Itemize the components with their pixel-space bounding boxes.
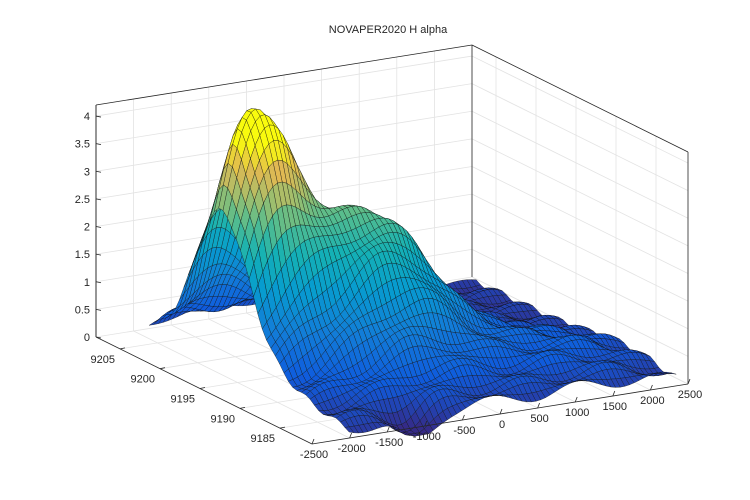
z-tick-label: 0.5 xyxy=(75,304,90,316)
grid-z-line xyxy=(471,110,689,219)
z-tick-mark xyxy=(95,170,102,173)
grid-z-line xyxy=(471,221,689,330)
y-tick-mark xyxy=(311,438,315,445)
grid-z-line xyxy=(471,138,689,247)
x-tick-mark xyxy=(159,367,166,370)
chart-title: NOVAPER2020 H alpha xyxy=(329,24,448,36)
y-tick-label: -500 xyxy=(453,425,475,437)
y-tick-label: -1000 xyxy=(413,431,441,443)
y-tick-label: 1000 xyxy=(565,407,589,419)
z-tick-label: 4 xyxy=(84,111,90,123)
y-tick-label: -2000 xyxy=(338,443,366,455)
x-tick-label: 9200 xyxy=(131,374,155,386)
x-tick-mark xyxy=(279,426,286,429)
z-tick-mark xyxy=(95,253,102,256)
x-axis-line xyxy=(95,336,313,445)
y-tick-label: 2000 xyxy=(640,395,664,407)
tick-labels: 0 0.5 1 1.5 2 2.5 3 3.5 4 9185 9190 9195 9200 9205 -25… xyxy=(75,111,703,461)
y-tick-mark xyxy=(574,396,578,403)
axis-lines xyxy=(95,44,691,445)
y-tick-label: 500 xyxy=(530,413,548,425)
z-tick-label: 3.5 xyxy=(75,139,90,151)
y-tick-mark xyxy=(349,432,352,439)
y-tick-label: 1500 xyxy=(603,401,627,413)
back-wall-y xyxy=(472,45,688,384)
y-tick-mark xyxy=(537,402,540,409)
grid-z-line xyxy=(471,83,689,192)
z-tick-label: 1.5 xyxy=(75,249,90,261)
x-tick-label: 9190 xyxy=(211,413,235,425)
y-tick-label: 0 xyxy=(499,419,505,431)
y-tick-mark xyxy=(612,390,616,397)
y-tick-mark xyxy=(462,414,465,421)
x-tick-label: 9185 xyxy=(251,433,275,445)
x-tick-mark xyxy=(239,406,246,409)
x-tick-mark xyxy=(119,347,126,350)
y-tick-mark xyxy=(499,408,503,415)
y-tick-label: 2500 xyxy=(678,389,702,401)
grid-y-line xyxy=(133,330,350,439)
surface-mesh xyxy=(149,108,677,437)
x-tick-label: 9195 xyxy=(171,394,195,406)
y-tick-mark xyxy=(424,420,428,427)
z-tick-mark xyxy=(95,198,102,201)
y-tick-mark xyxy=(650,384,653,391)
x-tick-label: 9205 xyxy=(91,354,115,366)
z-tick-label: 0 xyxy=(84,332,90,344)
y-tick-label: -2500 xyxy=(300,449,328,461)
z-tick-mark xyxy=(95,226,102,228)
z-tick-mark xyxy=(95,308,102,311)
x-tick-mark xyxy=(199,387,206,389)
box-edge xyxy=(471,44,689,153)
box-edge xyxy=(95,44,473,106)
grid-z-line xyxy=(471,166,689,274)
grid-z-line xyxy=(471,193,689,302)
grid-z-line xyxy=(471,55,689,164)
z-tick-mark xyxy=(95,115,102,118)
z-tick-mark xyxy=(95,143,102,146)
grid-z-line xyxy=(471,249,689,357)
y-tick-mark xyxy=(386,426,390,433)
y-tick-mark xyxy=(687,378,691,385)
z-tick-label: 3 xyxy=(84,166,90,178)
z-tick-label: 2 xyxy=(84,222,90,234)
surface-face xyxy=(344,426,355,434)
z-tick-mark xyxy=(95,336,102,339)
z-tick-mark xyxy=(95,281,102,284)
y-tick-label: -1500 xyxy=(375,437,403,449)
z-tick-label: 1 xyxy=(84,277,90,289)
z-tick-label: 2.5 xyxy=(75,194,90,206)
